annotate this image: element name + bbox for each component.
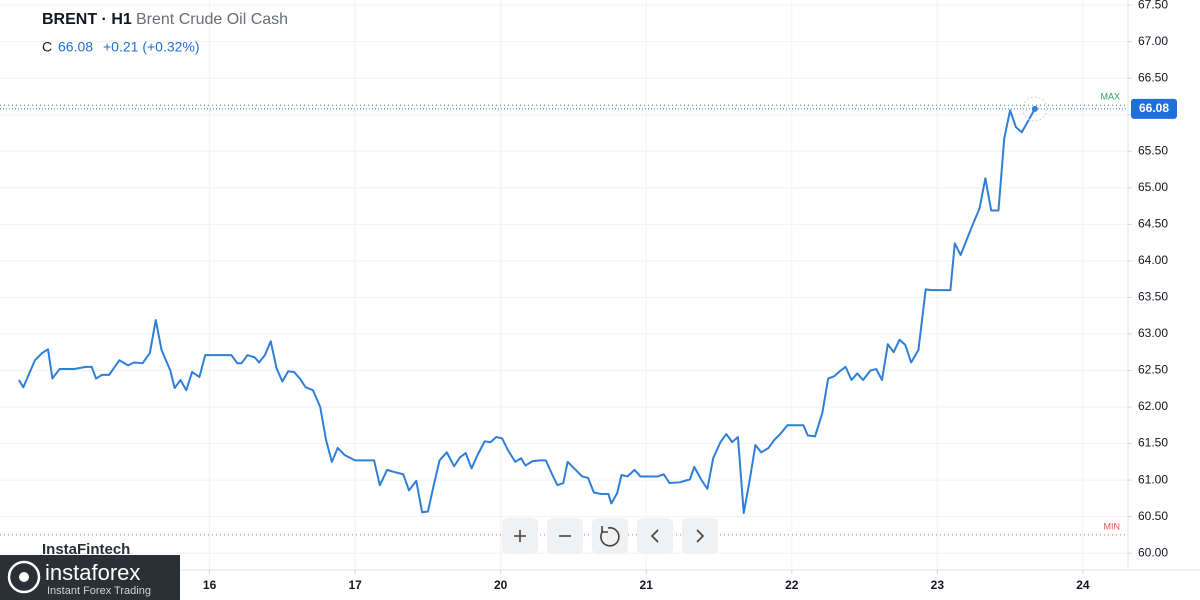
- y-tick-label: 63.50: [1138, 290, 1168, 304]
- x-tick-label: 20: [494, 578, 508, 592]
- chart-subtitle: Brent Crude Oil Cash: [136, 11, 288, 28]
- x-tick-label: 16: [203, 578, 217, 592]
- chart-title: BRENT · H1: [42, 11, 132, 28]
- reference-label: MIN: [1104, 521, 1121, 531]
- scroll-right-button[interactable]: [682, 518, 718, 554]
- last-point-halo: [1022, 96, 1048, 122]
- reference-label: MAX: [1100, 92, 1120, 102]
- last-price-label: 66.08: [1139, 101, 1169, 115]
- y-tick-label: 61.50: [1138, 436, 1168, 450]
- y-tick-label: 63.00: [1138, 326, 1168, 340]
- y-tick-label: 60.00: [1138, 545, 1168, 559]
- watermark: InstaFintech: [42, 541, 130, 558]
- logo-tagline: Instant Forex Trading: [47, 585, 151, 597]
- scroll-left-button[interactable]: [637, 518, 673, 554]
- logo-name: instaforex: [45, 560, 140, 585]
- y-tick-label: 62.00: [1138, 399, 1168, 413]
- y-tick-label: 67.00: [1138, 34, 1168, 48]
- zoom-out-button[interactable]: [547, 518, 583, 554]
- y-tick-label: 64.00: [1138, 253, 1168, 267]
- close-value: 66.08: [58, 39, 93, 55]
- y-tick-label: 64.50: [1138, 217, 1168, 231]
- y-tick-label: 62.50: [1138, 363, 1168, 377]
- y-tick-label: 66.50: [1138, 70, 1168, 84]
- y-tick-label: 67.50: [1138, 0, 1168, 11]
- last-point: [1031, 105, 1038, 112]
- price-line: [18, 108, 1036, 514]
- y-tick-label: 65.00: [1138, 180, 1168, 194]
- x-tick-label: 24: [1076, 578, 1090, 592]
- y-tick-label: 61.00: [1138, 472, 1168, 486]
- zoom-controls: [502, 518, 718, 554]
- change-value: +0.21 (+0.32%): [103, 39, 200, 55]
- x-tick-label: 21: [640, 578, 654, 592]
- x-tick-label: 22: [785, 578, 799, 592]
- zoom-in-button[interactable]: [502, 518, 538, 554]
- reset-button[interactable]: [592, 518, 628, 554]
- plot: MAX MIN: [0, 92, 1128, 536]
- y-tick-label: 65.50: [1138, 143, 1168, 157]
- logo: instaforex Instant Forex Trading: [0, 555, 180, 600]
- x-tick-label: 17: [348, 578, 362, 592]
- ohlc-label: C: [42, 39, 52, 55]
- last-price-badge: [1131, 98, 1177, 119]
- x-tick-label: 23: [931, 578, 945, 592]
- y-tick-label: 60.50: [1138, 509, 1168, 523]
- grid: [0, 0, 1128, 570]
